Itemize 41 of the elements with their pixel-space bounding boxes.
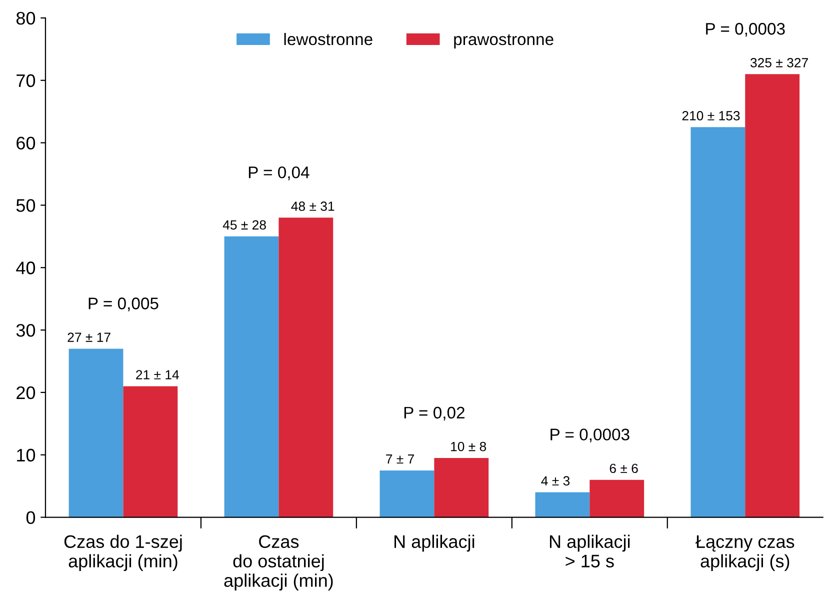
x-tick-label: N aplikacji > 15 s [550,534,630,568]
bar [535,492,590,518]
data-label: 48 ± 31 [291,202,334,211]
data-label: 45 ± 28 [222,220,266,230]
data-label: 27 ± 17 [68,332,110,342]
y-tick-label: 60 [16,136,36,150]
x-tick-label: Czas do ostatniej aplikacji (min) [224,535,333,590]
annotation: P = 0,0003 [706,22,785,37]
y-tick-label: 10 [17,448,36,462]
data-label: 4 ± 3 [541,476,570,486]
annotation: P = 0,04 [248,166,310,180]
bar [745,74,800,518]
x-tick-label: Łączny czas aplikacji (s) [696,535,794,572]
y-tick-label: 80 [16,12,36,25]
annotation: 325 ± 327 [750,58,808,68]
annotation: P = 0,005 [88,298,158,312]
data-label: 6 ± 6 [610,464,638,474]
x-tick-label: N aplikacji [394,534,474,552]
y-tick-label: 0 [26,511,36,524]
bar [434,458,489,518]
bar [224,236,279,518]
legend-label: lewostronne [284,32,372,46]
bar [123,386,178,518]
bar [68,348,124,518]
data-label: 10 ± 8 [451,442,486,452]
bar [380,470,434,518]
y-tick-label: 50 [16,199,36,212]
y-tick-label: 70 [16,74,36,88]
legend-label: prawostronne [454,34,554,48]
annotation: P = 0,02 [404,406,464,421]
data-label: 7 ± 7 [386,454,414,464]
y-tick-label: 40 [16,262,36,274]
annotation: P = 0,0003 [550,428,630,442]
bar [590,480,644,518]
bar [690,127,746,518]
y-tick-label: 30 [16,324,36,337]
annotation: 210 ± 153 [682,111,740,120]
data-label: 21 ± 14 [136,370,179,380]
bar [278,218,334,518]
x-tick-label: Czas do 1-szej aplikacji (min) [64,534,182,572]
y-tick-label: 20 [16,386,36,400]
